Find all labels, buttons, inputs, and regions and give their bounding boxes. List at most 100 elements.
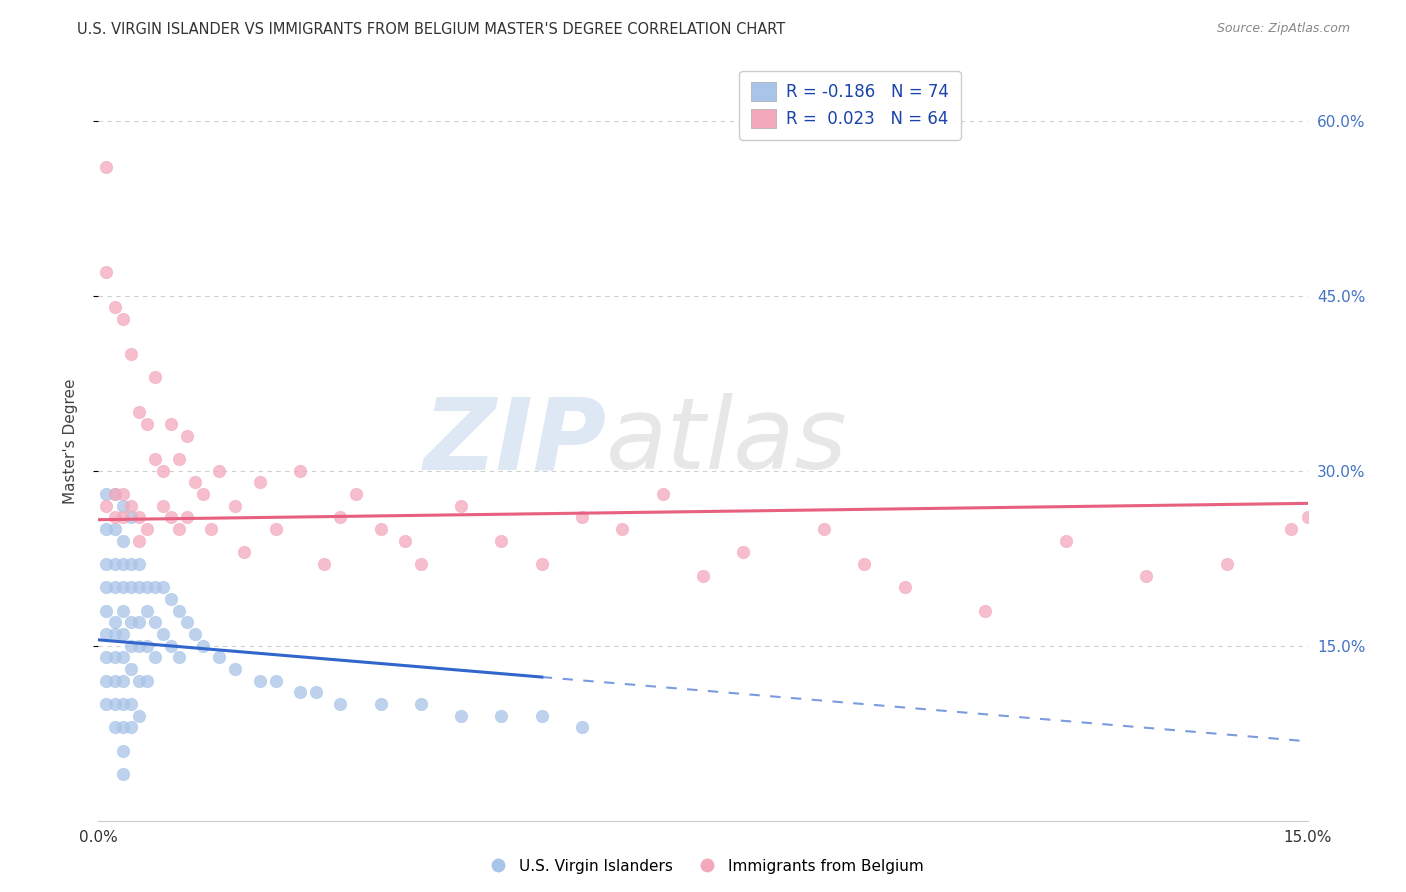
Point (1281, 522, 1303, 536)
Point (974, 604, 997, 618)
Point (152, 464, 174, 478)
Point (370, 522, 392, 536)
Point (394, 533, 416, 548)
Point (120, 662, 142, 676)
Point (128, 708, 150, 723)
Point (571, 720, 593, 734)
Point (103, 487, 125, 501)
Point (491, 533, 513, 548)
Point (96, 487, 118, 501)
Point (143, 650, 166, 665)
Point (1337, 545, 1360, 559)
Point (111, 557, 134, 571)
Point (232, 545, 254, 559)
Point (143, 452, 166, 467)
Legend: R = -0.186   N = 74, R =  0.023   N = 64: R = -0.186 N = 74, R = 0.023 N = 64 (740, 70, 960, 140)
Point (288, 464, 311, 478)
Point (111, 697, 134, 711)
Point (103, 627, 125, 641)
Point (167, 604, 190, 618)
Point (120, 580, 142, 594)
Point (249, 475, 271, 490)
Point (200, 522, 222, 536)
Point (128, 533, 150, 548)
Point (224, 662, 246, 676)
Point (111, 767, 134, 781)
Point (264, 522, 287, 536)
Point (128, 557, 150, 571)
Point (1376, 557, 1399, 571)
Point (111, 580, 134, 594)
Point (120, 557, 142, 571)
Point (193, 639, 215, 653)
Point (111, 627, 134, 641)
Point (128, 510, 150, 524)
Point (329, 510, 352, 524)
Point (249, 673, 271, 688)
Point (128, 673, 150, 688)
Point (1361, 487, 1384, 501)
Point (409, 557, 432, 571)
Point (96, 673, 118, 688)
Point (128, 405, 150, 419)
Point (103, 580, 125, 594)
Point (612, 522, 634, 536)
Point (370, 697, 392, 711)
Point (111, 650, 134, 665)
Point (96, 650, 118, 665)
Point (96, 522, 118, 536)
Point (143, 370, 166, 384)
Point (176, 615, 198, 630)
Point (135, 522, 157, 536)
Point (160, 510, 183, 524)
Point (111, 720, 134, 734)
Point (135, 604, 157, 618)
Point (160, 592, 183, 607)
Point (103, 650, 125, 665)
Point (103, 673, 125, 688)
Point (135, 417, 157, 431)
Text: U.S. VIRGIN ISLANDER VS IMMIGRANTS FROM BELGIUM MASTER'S DEGREE CORRELATION CHAR: U.S. VIRGIN ISLANDER VS IMMIGRANTS FROM … (77, 22, 786, 37)
Point (111, 744, 134, 758)
Point (329, 697, 352, 711)
Point (1296, 510, 1319, 524)
Point (733, 545, 755, 559)
Point (96, 557, 118, 571)
Point (208, 650, 231, 665)
Point (288, 685, 311, 699)
Point (135, 673, 157, 688)
Point (96, 580, 118, 594)
Text: Source: ZipAtlas.com: Source: ZipAtlas.com (1216, 22, 1350, 36)
Y-axis label: Master's Degree: Master's Degree (63, 379, 77, 504)
Point (111, 312, 134, 326)
Point (224, 499, 246, 513)
Point (571, 510, 593, 524)
Point (167, 452, 190, 467)
Point (111, 604, 134, 618)
Point (103, 697, 125, 711)
Point (651, 487, 673, 501)
Point (167, 522, 190, 536)
Point (103, 522, 125, 536)
Point (491, 708, 513, 723)
Point (152, 627, 174, 641)
Point (160, 639, 183, 653)
Point (152, 499, 174, 513)
Point (176, 510, 198, 524)
Point (135, 639, 157, 653)
Point (120, 510, 142, 524)
Legend: U.S. Virgin Islanders, Immigrants from Belgium: U.S. Virgin Islanders, Immigrants from B… (477, 853, 929, 880)
Point (893, 580, 915, 594)
Text: ZIP: ZIP (423, 393, 606, 490)
Point (813, 522, 835, 536)
Point (103, 487, 125, 501)
Point (208, 464, 231, 478)
Point (160, 417, 183, 431)
Point (96, 604, 118, 618)
Point (1216, 557, 1239, 571)
Point (314, 557, 336, 571)
Point (176, 428, 198, 442)
Point (120, 697, 142, 711)
Point (120, 639, 142, 653)
Point (96, 161, 118, 175)
